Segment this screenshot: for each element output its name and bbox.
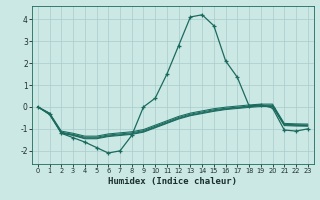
X-axis label: Humidex (Indice chaleur): Humidex (Indice chaleur) bbox=[108, 177, 237, 186]
